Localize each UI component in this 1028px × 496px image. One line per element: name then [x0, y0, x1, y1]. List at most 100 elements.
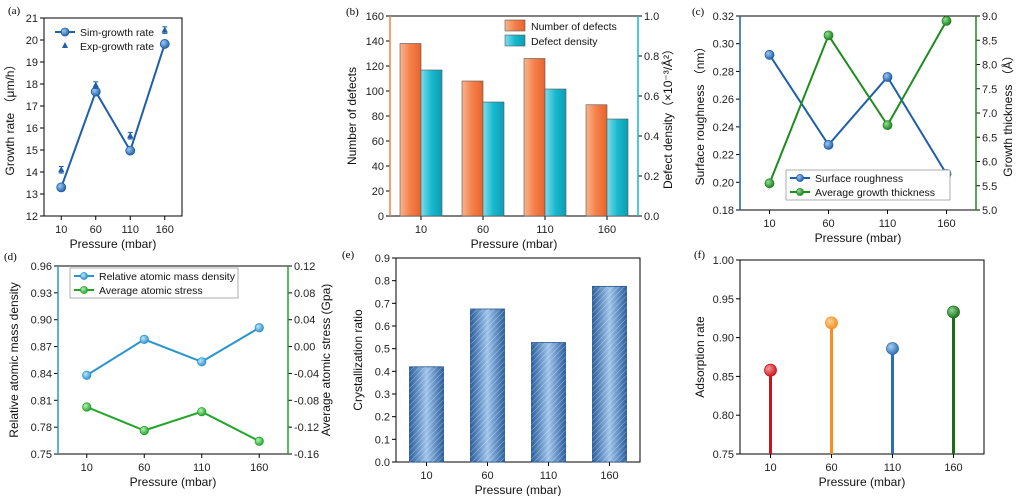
data-point-relative-atomic-mass-density [139, 334, 149, 345]
y-tick-label: 0.93 [31, 288, 52, 300]
y-right-tick-label: 0.00 [294, 342, 315, 354]
legend-swatch-orange [504, 19, 526, 32]
x-axis-label: Pressure (mbar) [815, 231, 902, 245]
x-axis-label: Pressure (mbar) [130, 475, 217, 489]
panel-b: (b) 10 60 110 160 Pressure (mbar) 0 20 40 60 80 100… [345, 6, 675, 251]
y-tick-label: 0.0 [375, 457, 390, 469]
y-tick-label: 160 [366, 11, 384, 23]
legend: Sim-growth rate Exp-growth rate [55, 27, 154, 53]
y-tick-label: 0.80 [713, 410, 734, 422]
x-tick-label: 10 [55, 224, 67, 236]
y-tick-label: 0.24 [713, 122, 734, 134]
panel-d: (d) 10 60 110 160 Pressure (mbar) 0.75 0.78 0.81… [4, 251, 333, 489]
x-tick-label: 110 [879, 218, 897, 230]
bar-hatch [409, 366, 444, 462]
y-tick-label: 0.28 [713, 66, 734, 78]
bar-defect-density [544, 88, 567, 217]
y-tick-label: 100 [366, 86, 384, 98]
y-tick-label: 13 [26, 189, 38, 201]
bar-hatch [470, 309, 505, 462]
y-axis-label: Crystallization ratio [351, 309, 365, 411]
x-tick-label: 10 [763, 218, 775, 230]
bar-number-of-defects [523, 58, 546, 217]
plot-frame [739, 259, 985, 455]
y-tick-label: 20 [372, 186, 384, 198]
x-tick-label: 10 [420, 470, 432, 482]
y-right-tick-label: 0.04 [294, 315, 315, 327]
bar-defect-density [420, 69, 443, 217]
data-point-sim-growth-rate [159, 39, 170, 49]
series-line-average-atomic-stress [86, 406, 260, 443]
stem-marker [764, 363, 777, 377]
y-tick-label: 0.30 [713, 39, 734, 51]
y-tick-label: 0.90 [31, 315, 52, 327]
bar-hatch [531, 342, 566, 462]
stem-marker [886, 342, 899, 355]
y-tick-label: 0.75 [31, 449, 52, 461]
data-point-average-atomic-stress [197, 407, 207, 417]
legend-swatch-cyan [504, 34, 526, 47]
y-tick-label: 0.2 [375, 412, 390, 424]
y-right-axis-label: Defect density（×10⁻³/Å²） [660, 43, 675, 189]
y-right-tick-label: 0.08 [294, 288, 315, 300]
bar-number-of-defects [585, 104, 608, 217]
legend-label: Relative atomic mass density [99, 271, 236, 283]
y-right-tick-label: 6.5 [982, 132, 997, 144]
data-point-sim-growth-rate [56, 182, 67, 193]
legend: Number of defects Defect density [504, 19, 617, 48]
y-tick-label: 0.78 [31, 422, 52, 434]
panel-label: (e) [342, 249, 355, 261]
y-tick-label: 0.6 [375, 321, 390, 333]
x-tick-label: 160 [944, 462, 962, 474]
data-point-average-atomic-stress [254, 436, 264, 446]
data-point-average-atomic-stress [139, 425, 149, 436]
y-axis-label: Adsorption rate [693, 316, 707, 398]
y-tick-label: 17 [26, 101, 38, 113]
data-point-relative-atomic-mass-density [254, 323, 264, 333]
data-point-sim-growth-rate [125, 145, 136, 156]
legend-label: Sim-growth rate [80, 27, 154, 39]
y-right-tick-label: 1.0 [644, 11, 659, 23]
y-tick-label: 0.22 [713, 150, 734, 162]
x-tick-label: 60 [822, 218, 834, 230]
data-point-surface-roughness [764, 49, 775, 60]
x-tick-label: 110 [536, 224, 554, 236]
panel-label: (c) [692, 6, 705, 18]
stem-marker [825, 316, 838, 330]
y-tick-label: 18 [26, 79, 38, 91]
y-tick-label: 0.85 [713, 371, 734, 383]
y-right-tick-label: 7.0 [982, 108, 997, 120]
y-tick-label: 0.18 [713, 205, 734, 217]
y-tick-label: 20 [26, 35, 38, 47]
y-right-tick-label: 0.12 [294, 261, 315, 273]
y-tick-label: 21 [26, 13, 38, 25]
bar-defect-density [482, 101, 505, 217]
legend-marker-circle [60, 27, 70, 37]
x-tick-label: 110 [193, 462, 211, 474]
y-tick-label: 0.9 [375, 253, 390, 265]
y-tick-label: 14 [26, 167, 38, 179]
y-axis-label: Relative atomic mass density [7, 282, 21, 437]
y-tick-label: 0.3 [375, 389, 390, 401]
data-point-surface-roughness [823, 139, 834, 150]
y-right-tick-label: 0.6 [644, 91, 659, 103]
bar-defect-density [606, 118, 629, 217]
data-point-average-growth-thickness [764, 178, 775, 189]
y-right-axis-label: Growth thickness （Å） [1000, 49, 1015, 176]
plot-frame [43, 17, 183, 217]
x-tick-label: 110 [121, 224, 139, 236]
x-tick-label: 60 [477, 224, 489, 236]
data-point-average-growth-thickness [823, 30, 834, 41]
x-tick-label: 10 [81, 462, 93, 474]
y-tick-label: 0.5 [375, 344, 390, 356]
x-tick-label: 160 [937, 218, 955, 230]
y-right-tick-label: 5.5 [982, 181, 997, 193]
data-point-average-growth-thickness [882, 120, 893, 131]
y-right-tick-label: -0.12 [294, 422, 319, 434]
y-tick-label: 0 [378, 211, 384, 223]
legend-marker [80, 272, 88, 280]
data-point-exp-growth-rate [58, 166, 65, 173]
x-axis-label: Pressure (mbar) [475, 483, 562, 496]
